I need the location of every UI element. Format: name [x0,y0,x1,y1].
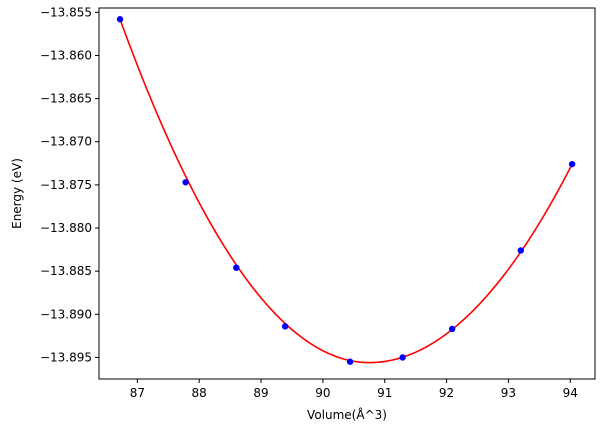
data-point [233,264,240,271]
y-tick-label: −13.880 [40,221,92,235]
data-point [448,325,456,333]
x-tick-label: 94 [563,386,578,400]
data-point [568,160,576,168]
data-point [182,179,189,186]
plot-content [116,16,576,365]
x-tick-label: 87 [130,386,145,400]
y-axis-label: Energy (eV) [10,158,24,229]
y-tick-label: −13.895 [40,350,92,364]
y-tick-label: −13.865 [40,92,92,106]
y-tick-label: −13.875 [40,178,92,192]
y-tick-label: −13.885 [40,264,92,278]
fit-curve [119,18,573,364]
data-point [517,247,524,254]
x-axis-label: Volume(Å^3) [307,407,387,422]
data-point [346,358,354,365]
x-tick-label: 93 [501,386,516,400]
x-tick-label: 89 [253,386,268,400]
data-point [116,16,124,23]
x-axis-ticks: 87 88 89 90 91 92 93 94 [130,379,578,400]
plot-frame [98,7,596,380]
x-tick-label: 92 [439,386,454,400]
data-point [281,323,289,330]
x-tick-label: 88 [192,386,207,400]
y-axis-ticks: −13.855 −13.860 −13.865 −13.870 −13.875 −13.8… [40,5,99,364]
x-tick-label: 90 [315,386,330,400]
y-tick-label: −13.860 [40,48,92,62]
x-tick-label: 91 [377,386,392,400]
y-tick-label: −13.890 [40,307,92,321]
data-point [399,354,406,361]
y-tick-label: −13.870 [40,135,92,149]
y-tick-label: −13.855 [40,5,92,19]
